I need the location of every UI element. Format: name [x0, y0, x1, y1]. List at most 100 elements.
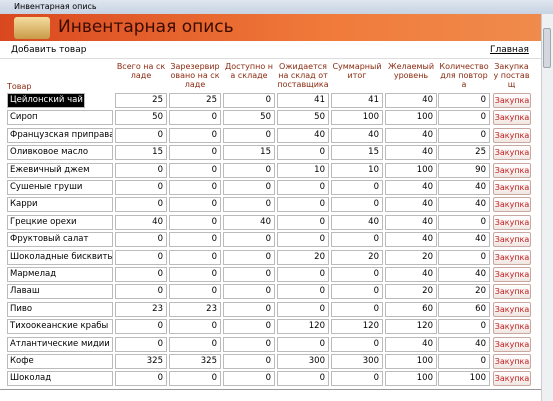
- quantity-cell[interactable]: 0: [169, 180, 221, 195]
- quantity-cell[interactable]: 10: [331, 162, 383, 178]
- quantity-cell[interactable]: 20: [331, 249, 383, 265]
- quantity-cell[interactable]: 0: [223, 249, 275, 265]
- quantity-cell[interactable]: 100: [385, 371, 437, 387]
- quantity-cell[interactable]: 50: [223, 110, 275, 126]
- quantity-cell[interactable]: 40: [438, 336, 490, 352]
- quantity-cell[interactable]: 40: [438, 232, 490, 248]
- quantity-cell[interactable]: 0: [115, 232, 167, 248]
- quantity-cell[interactable]: 40: [385, 232, 437, 248]
- quantity-cell[interactable]: 0: [331, 336, 383, 352]
- quantity-cell[interactable]: 0: [115, 371, 167, 387]
- order-button[interactable]: Закупка: [493, 336, 531, 352]
- quantity-cell[interactable]: 0: [169, 214, 221, 230]
- quantity-cell[interactable]: 41: [277, 93, 329, 108]
- quantity-cell[interactable]: 0: [169, 197, 221, 213]
- quantity-cell[interactable]: 40: [115, 214, 167, 230]
- quantity-cell[interactable]: 40: [385, 127, 437, 143]
- product-name[interactable]: Шоколад: [7, 371, 113, 387]
- product-name[interactable]: Тихоокеанские крабы: [7, 319, 113, 335]
- quantity-cell[interactable]: 0: [115, 197, 167, 213]
- quantity-cell[interactable]: 0: [331, 284, 383, 300]
- quantity-cell[interactable]: 0: [223, 127, 275, 143]
- quantity-cell[interactable]: 0: [277, 214, 329, 230]
- quantity-cell[interactable]: 10: [277, 162, 329, 178]
- product-name[interactable]: Цейлонский чай: [7, 93, 85, 108]
- quantity-cell[interactable]: 40: [385, 336, 437, 352]
- order-button[interactable]: Закупка: [493, 145, 531, 161]
- quantity-cell[interactable]: 0: [223, 267, 275, 282]
- quantity-cell[interactable]: 20: [385, 284, 437, 300]
- quantity-cell[interactable]: 100: [385, 110, 437, 126]
- quantity-cell[interactable]: 40: [277, 127, 329, 143]
- quantity-cell[interactable]: 0: [277, 180, 329, 195]
- quantity-cell[interactable]: 60: [385, 301, 437, 317]
- quantity-cell[interactable]: 0: [169, 267, 221, 282]
- quantity-cell[interactable]: 0: [115, 127, 167, 143]
- quantity-cell[interactable]: 40: [438, 180, 490, 195]
- quantity-cell[interactable]: 40: [385, 267, 437, 282]
- quantity-cell[interactable]: 50: [277, 110, 329, 126]
- quantity-cell[interactable]: 300: [331, 354, 383, 369]
- quantity-cell[interactable]: 0: [438, 354, 490, 369]
- scroll-thumb[interactable]: [543, 28, 551, 68]
- quantity-cell[interactable]: 40: [331, 214, 383, 230]
- product-name[interactable]: Мармелад: [7, 267, 113, 282]
- quantity-cell[interactable]: 0: [169, 162, 221, 178]
- quantity-cell[interactable]: 0: [223, 232, 275, 248]
- quantity-cell[interactable]: 0: [115, 180, 167, 195]
- quantity-cell[interactable]: 40: [385, 145, 437, 161]
- order-button[interactable]: Закупка: [493, 93, 531, 108]
- quantity-cell[interactable]: 0: [277, 267, 329, 282]
- product-name[interactable]: Грецкие орехи: [7, 214, 113, 230]
- quantity-cell[interactable]: 0: [223, 284, 275, 300]
- order-button[interactable]: Закупка: [493, 284, 531, 300]
- quantity-cell[interactable]: 0: [438, 93, 490, 108]
- quantity-cell[interactable]: 15: [115, 145, 167, 161]
- product-name[interactable]: Кофе: [7, 354, 113, 369]
- quantity-cell[interactable]: 0: [277, 336, 329, 352]
- order-button[interactable]: Закупка: [493, 267, 531, 282]
- quantity-cell[interactable]: 0: [277, 284, 329, 300]
- order-button[interactable]: Закупка: [493, 110, 531, 126]
- order-button[interactable]: Закупка: [493, 162, 531, 178]
- quantity-cell[interactable]: 0: [169, 127, 221, 143]
- quantity-cell[interactable]: 0: [223, 301, 275, 317]
- quantity-cell[interactable]: 40: [438, 267, 490, 282]
- product-name[interactable]: Шоколадные бисквиты: [7, 249, 113, 265]
- order-button[interactable]: Закупка: [493, 127, 531, 143]
- quantity-cell[interactable]: 0: [331, 180, 383, 195]
- quantity-cell[interactable]: 60: [438, 301, 490, 317]
- quantity-cell[interactable]: 0: [169, 371, 221, 387]
- quantity-cell[interactable]: 0: [438, 110, 490, 126]
- home-link[interactable]: Главная: [490, 45, 529, 55]
- quantity-cell[interactable]: 90: [438, 162, 490, 178]
- product-name[interactable]: Фруктовый салат: [7, 232, 113, 248]
- quantity-cell[interactable]: 50: [115, 110, 167, 126]
- quantity-cell[interactable]: 25: [169, 93, 221, 108]
- quantity-cell[interactable]: 40: [331, 127, 383, 143]
- quantity-cell[interactable]: 0: [223, 162, 275, 178]
- product-name[interactable]: Сироп: [7, 110, 113, 126]
- quantity-cell[interactable]: 0: [223, 180, 275, 195]
- quantity-cell[interactable]: 0: [438, 319, 490, 335]
- quantity-cell[interactable]: 40: [223, 214, 275, 230]
- quantity-cell[interactable]: 41: [331, 93, 383, 108]
- quantity-cell[interactable]: 40: [385, 93, 437, 108]
- quantity-cell[interactable]: 0: [115, 284, 167, 300]
- order-button[interactable]: Закупка: [493, 214, 531, 230]
- quantity-cell[interactable]: 15: [331, 145, 383, 161]
- product-name[interactable]: Оливковое масло: [7, 145, 113, 161]
- quantity-cell[interactable]: 300: [277, 354, 329, 369]
- quantity-cell[interactable]: 0: [277, 301, 329, 317]
- quantity-cell[interactable]: 325: [115, 354, 167, 369]
- quantity-cell[interactable]: 0: [115, 249, 167, 265]
- quantity-cell[interactable]: 0: [438, 127, 490, 143]
- quantity-cell[interactable]: 0: [223, 371, 275, 387]
- quantity-cell[interactable]: 0: [438, 214, 490, 230]
- quantity-cell[interactable]: 0: [169, 232, 221, 248]
- quantity-cell[interactable]: 0: [169, 319, 221, 335]
- order-button[interactable]: Закупка: [493, 197, 531, 213]
- quantity-cell[interactable]: 0: [331, 267, 383, 282]
- quantity-cell[interactable]: 0: [331, 301, 383, 317]
- quantity-cell[interactable]: 0: [223, 197, 275, 213]
